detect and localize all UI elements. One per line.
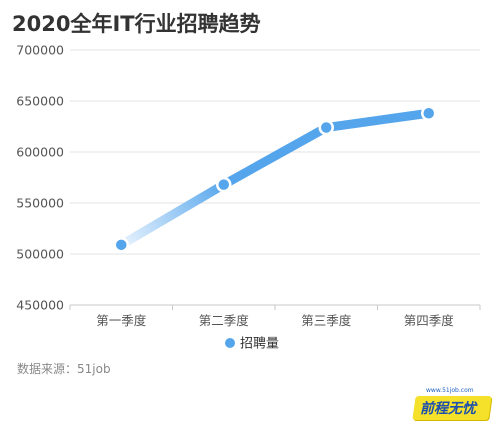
- y-tick-label: 550000: [16, 196, 64, 211]
- data-point: [113, 237, 129, 253]
- x-tick-label: 第三季度: [301, 313, 352, 328]
- y-tick-label: 650000: [16, 94, 64, 109]
- x-tick-label: 第四季度: [404, 313, 455, 328]
- data-point: [318, 119, 334, 136]
- x-tick-label: 第二季度: [199, 313, 250, 328]
- data-source: 数据来源：51job: [17, 362, 111, 376]
- legend-label: 招聘量: [240, 337, 279, 352]
- y-tick-label: 700000: [16, 43, 64, 58]
- y-tick-label: 500000: [16, 247, 64, 262]
- brand-logo: www.51job.com 前程无忧: [412, 386, 494, 422]
- x-tick-label: 第一季度: [96, 313, 147, 328]
- data-point: [216, 176, 232, 193]
- y-tick-label: 600000: [16, 145, 64, 160]
- logo-name: 前程无忧: [420, 401, 476, 417]
- logo-url: www.51job.com: [426, 387, 474, 394]
- y-tick-label: 450000: [16, 298, 64, 313]
- legend-marker: [225, 338, 235, 348]
- series-line-segment: [116, 180, 229, 250]
- chart-title: 2020全年IT行业招聘趋势: [12, 12, 261, 36]
- data-point: [421, 105, 437, 121]
